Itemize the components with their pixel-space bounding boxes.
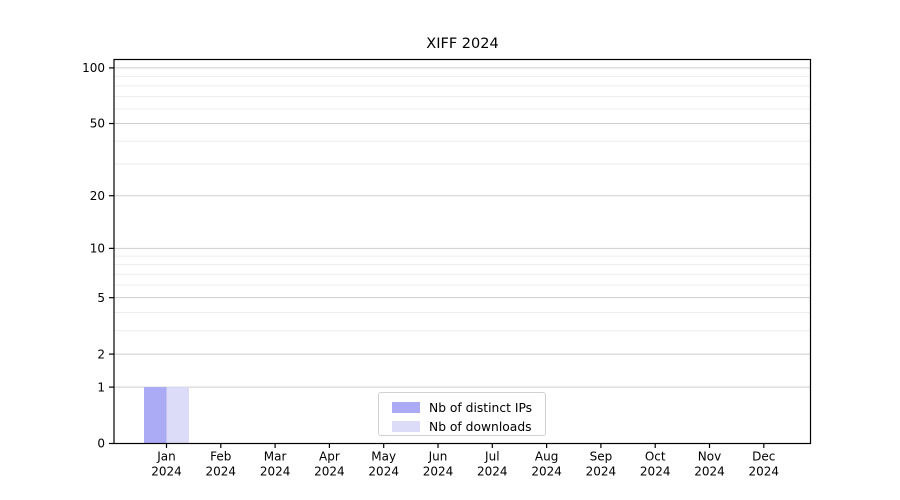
legend-swatch-downloads (392, 421, 420, 432)
x-tick-label-year: 2024 (423, 465, 454, 479)
x-tick-label-month: Sep (590, 450, 613, 464)
x-tick-label-year: 2024 (477, 465, 508, 479)
y-tick-label: 1 (97, 380, 105, 394)
legend-label-distinct-ips: Nb of distinct IPs (429, 400, 533, 415)
x-tick-label-month: May (371, 450, 396, 464)
x-tick-label-year: 2024 (694, 465, 725, 479)
x-tick-label-year: 2024 (640, 465, 671, 479)
x-tick-label-month: Dec (752, 450, 775, 464)
legend-label-downloads: Nb of downloads (429, 419, 532, 434)
x-tick-label-year: 2024 (206, 465, 237, 479)
y-tick-label: 50 (90, 117, 105, 131)
y-tick-label: 20 (90, 189, 105, 203)
legend-item-downloads: Nb of downloads (392, 417, 537, 436)
x-tick-label-month: Oct (645, 450, 666, 464)
x-tick-label-year: 2024 (368, 465, 399, 479)
x-tick-label-year: 2024 (586, 465, 617, 479)
bar-downloads-jan (166, 387, 189, 444)
x-tick-label-month: Mar (264, 450, 287, 464)
plot-border (113, 58, 812, 445)
y-tick-label: 2 (97, 347, 105, 361)
x-tick-label-year: 2024 (531, 465, 562, 479)
y-tick-label: 5 (97, 291, 105, 305)
x-tick-label-month: Nov (698, 450, 721, 464)
x-tick-label-month: Apr (319, 450, 340, 464)
x-tick-label-year: 2024 (260, 465, 291, 479)
x-tick-label-month: Feb (210, 450, 231, 464)
bar-distinct-ips-jan (144, 387, 167, 444)
x-tick-label-month: Jul (484, 450, 499, 464)
y-tick-label: 100 (82, 61, 105, 75)
y-tick-label: 10 (90, 242, 105, 256)
x-tick-label-month: Aug (535, 450, 558, 464)
x-tick-label-year: 2024 (749, 465, 780, 479)
legend-swatch-distinct-ips (392, 402, 420, 413)
legend-box: Nb of distinct IPs Nb of downloads (378, 392, 546, 436)
x-tick-label-month: Jan (156, 450, 176, 464)
x-tick-label-year: 2024 (314, 465, 345, 479)
chart-title: XIFF 2024 (426, 36, 499, 52)
legend-item-distinct-ips: Nb of distinct IPs (392, 398, 537, 417)
y-tick-label: 0 (97, 437, 105, 451)
x-tick-label-year: 2024 (151, 465, 182, 479)
x-tick-label-month: Jun (428, 450, 448, 464)
